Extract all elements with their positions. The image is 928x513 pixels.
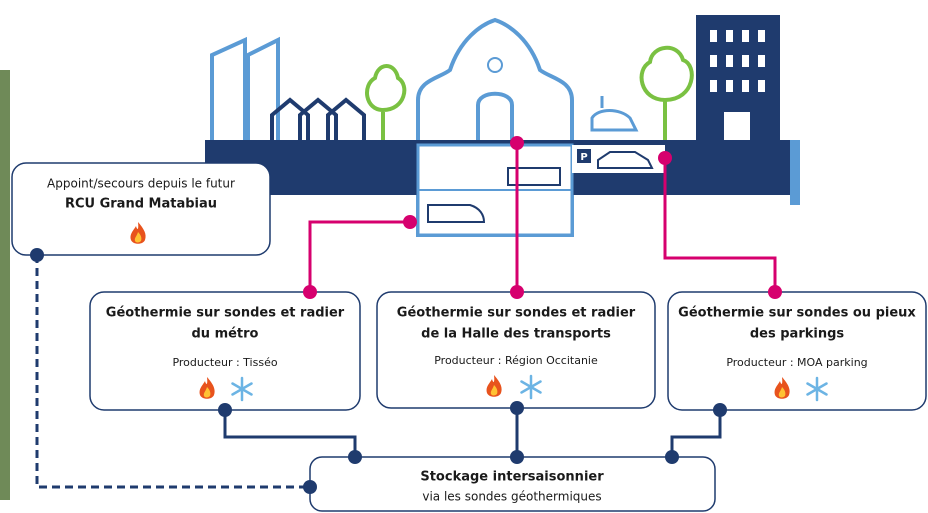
- node-title: de la Halle des transports: [421, 327, 611, 342]
- node-title: Géothermie sur sondes ou pieux: [678, 306, 916, 321]
- connector-dots: [30, 136, 782, 494]
- node-title: Géothermie sur sondes et radier: [106, 306, 345, 321]
- node-producer: Producteur : Tisséo: [172, 356, 277, 369]
- node-box: [11, 162, 271, 256]
- parking-sign: P: [580, 152, 587, 163]
- connector: [308, 220, 410, 292]
- node-producer: Producteur : MOA parking: [726, 356, 867, 369]
- connector: [663, 158, 777, 292]
- node-box: [667, 291, 927, 411]
- node-title: du métro: [191, 327, 258, 342]
- node-producer: Producteur : Région Occitanie: [434, 354, 598, 367]
- node-title: Géothermie sur sondes et radier: [397, 306, 636, 321]
- connector: [670, 410, 722, 457]
- node-title: des parkings: [750, 327, 845, 342]
- node-title: RCU Grand Matabiau: [65, 197, 217, 212]
- connector: [223, 410, 357, 457]
- node-title: Stockage intersaisonnier: [420, 470, 604, 485]
- photo-strip: [0, 70, 10, 500]
- city-illustration: P: [205, 15, 800, 237]
- node-title: Appoint/secours depuis le futur: [47, 177, 235, 191]
- node-title: via les sondes géothermiques: [422, 490, 601, 504]
